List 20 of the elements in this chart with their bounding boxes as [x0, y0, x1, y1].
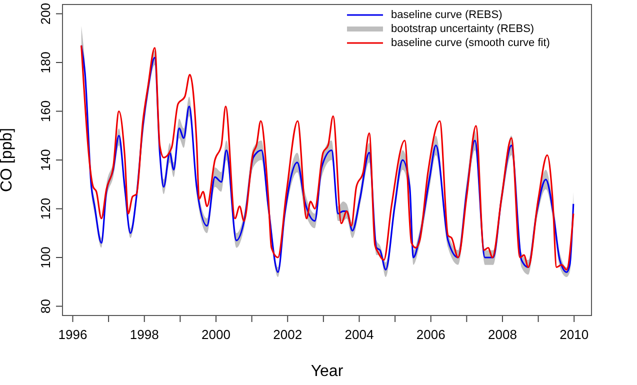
x-axis-title: Year [310, 363, 344, 380]
y-axis-title: CO [ppb] [0, 128, 16, 192]
y-tick-label: 100 [38, 246, 53, 268]
y-tick-label: 180 [38, 52, 53, 74]
y-tick-label: 120 [38, 198, 53, 220]
x-tick-label: 1996 [58, 327, 88, 342]
legend-label: baseline curve (smooth curve fit) [391, 36, 550, 50]
x-tick-label: 2000 [202, 327, 230, 342]
legend-label: baseline curve (REBS) [391, 8, 502, 22]
x-tick-label: 2006 [416, 327, 446, 342]
x-tick-label: 2008 [488, 327, 517, 342]
x-tick-label: 2010 [560, 327, 589, 342]
annotation: bootstrap uncertainty (REBS) [391, 22, 534, 36]
y-tick-label: 200 [38, 2, 53, 25]
x-tick-label: 2004 [344, 327, 374, 342]
x-tick-label: 1998 [130, 327, 159, 342]
x-tick-label: 2002 [273, 327, 302, 342]
y-tick-label: 80 [38, 299, 53, 314]
y-tick-label: 160 [38, 100, 53, 122]
y-tick-label: 140 [38, 149, 53, 171]
